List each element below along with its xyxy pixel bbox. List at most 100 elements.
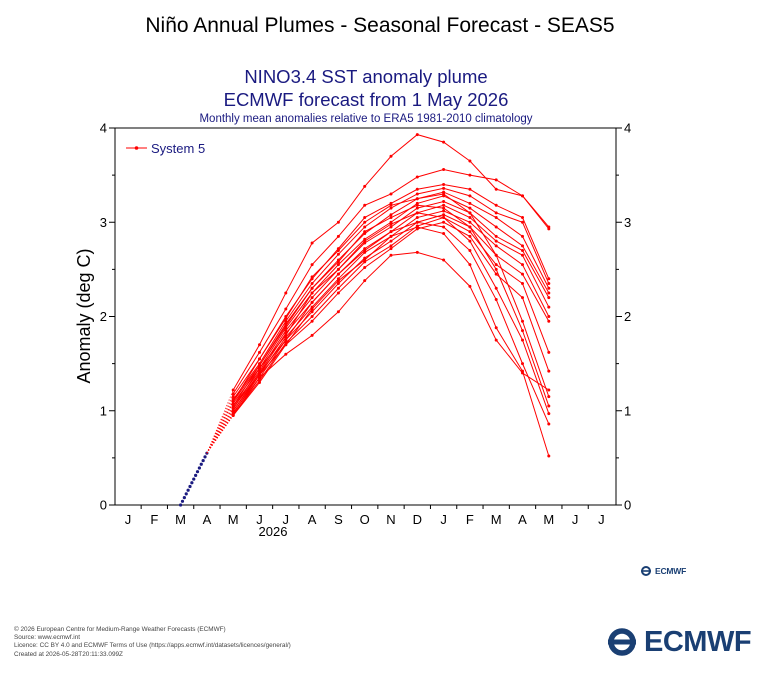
plume-point (284, 343, 288, 347)
plume-point (468, 230, 472, 234)
plume-member (206, 194, 551, 454)
plume-point (521, 216, 524, 220)
x-tick-label: D (413, 512, 422, 527)
plume-point (310, 310, 314, 314)
plume-point (494, 263, 498, 267)
plume-point (494, 326, 498, 330)
plume-point (231, 395, 235, 399)
y-tick-label-right: 3 (624, 215, 631, 230)
plume-point (310, 319, 314, 323)
plume-point (521, 296, 524, 300)
plume-point (284, 291, 288, 295)
plume-point (284, 324, 288, 328)
x-tick-label: A (203, 512, 212, 527)
observed-point (184, 492, 188, 496)
plume-bridge (206, 415, 234, 454)
x-tick-label: F (150, 512, 158, 527)
plume-point (547, 277, 551, 281)
legend-marker (134, 146, 139, 150)
plume-point (521, 371, 524, 375)
plume-point (336, 263, 340, 267)
plume-bridge (206, 405, 234, 454)
logo-text: ECMWF (644, 625, 752, 658)
plume-point (521, 362, 524, 366)
plume-point (258, 343, 261, 347)
x-tick-label: N (386, 512, 395, 527)
plume-point (468, 225, 472, 229)
plume-point (336, 267, 340, 271)
plume-point (468, 159, 472, 163)
plume-point (363, 184, 367, 188)
plume-point (310, 282, 314, 286)
plume-point (521, 249, 524, 253)
plume-point (363, 265, 367, 269)
ecmwf-mark-icon (608, 628, 636, 656)
plume-point (547, 412, 551, 416)
plume-point (389, 239, 393, 243)
plume-member (206, 220, 551, 454)
footer-source: Source: www.ecmwf.int (14, 634, 81, 642)
plume-point (258, 366, 261, 370)
plume-bridge (206, 401, 234, 454)
plume-point (442, 209, 446, 213)
plume-point (442, 203, 446, 207)
plume-point (415, 133, 419, 137)
plot-frame (114, 127, 617, 506)
plume-point (494, 286, 498, 290)
plume-point (336, 234, 340, 238)
plume-point (389, 230, 393, 234)
plume-point (547, 296, 551, 300)
plume-point (231, 404, 235, 408)
x-tick-label: J (440, 512, 447, 527)
plume-point (284, 307, 288, 311)
x-tick-label: J (256, 512, 263, 527)
plume-member (206, 200, 551, 454)
plume-line (232, 187, 550, 400)
plume-point (310, 291, 314, 295)
plume-point (231, 413, 235, 417)
plume-point (547, 282, 551, 286)
observed-series (179, 451, 209, 507)
plume-point (389, 222, 393, 226)
y-tick-label-left: 3 (100, 215, 107, 230)
plume-point (547, 395, 551, 399)
chart-subtitle-2: Monthly mean anomalies relative to ERA5 … (199, 113, 532, 125)
plume-member (206, 216, 551, 454)
plume-bridge (206, 401, 234, 454)
x-tick-label: M (228, 512, 239, 527)
plume-point (415, 187, 419, 191)
plume-point (415, 192, 419, 196)
plume-point (521, 220, 524, 224)
x-tick-label: J (125, 512, 132, 527)
plume-point (468, 239, 472, 243)
plume-point (336, 286, 340, 290)
plume-point (284, 319, 288, 323)
plume-point (468, 194, 472, 198)
plume-point (468, 201, 472, 205)
plume-point (310, 300, 314, 304)
plume-member (206, 203, 551, 454)
y-tick-label-right: 1 (624, 403, 631, 418)
plume-point (363, 220, 367, 224)
plume-point (442, 200, 446, 204)
ecmwf-mark-icon (641, 566, 651, 576)
plume-bridge (206, 408, 234, 454)
plume-point (336, 249, 340, 253)
plume-point (258, 380, 261, 384)
plume-point (363, 239, 367, 243)
plume-point (547, 404, 551, 408)
plume-member (206, 167, 551, 454)
plume-point (284, 333, 288, 337)
plume-point (468, 216, 472, 220)
plume-point (494, 234, 498, 238)
y-tick-label-right: 0 (624, 498, 631, 513)
plume-point (442, 192, 446, 196)
plume-point (494, 267, 498, 271)
ecmwf-logo-small: ECMWF (639, 565, 686, 577)
plume-point (547, 315, 551, 318)
plume-point (389, 216, 393, 220)
plume-point (389, 206, 393, 210)
plume-point (389, 234, 393, 238)
plume-point (494, 298, 498, 302)
